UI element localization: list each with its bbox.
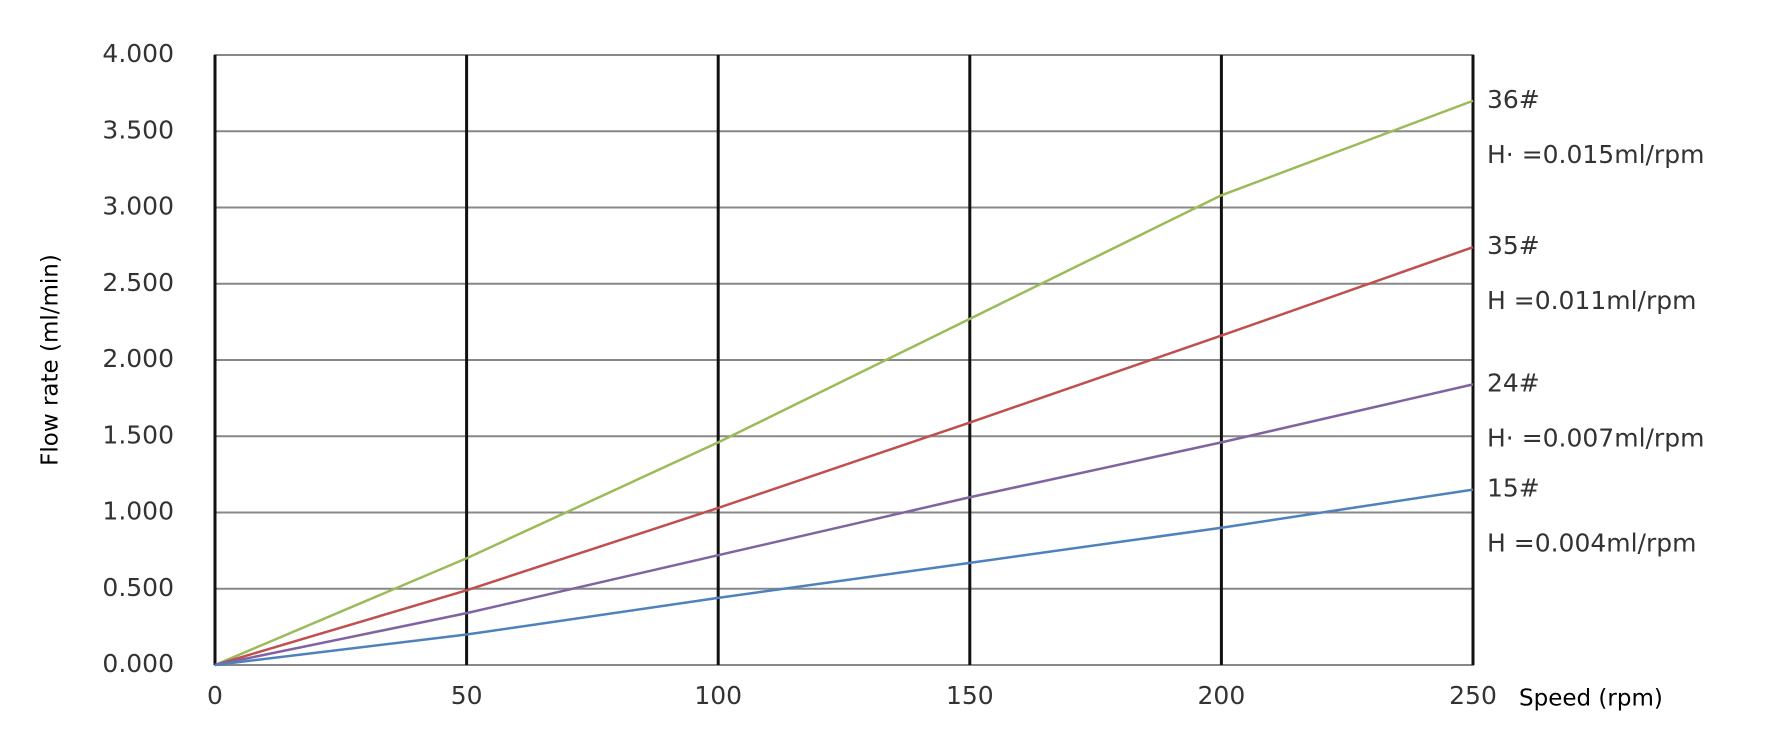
y-tick-label: 0.000 xyxy=(102,649,174,678)
series-label: 15# xyxy=(1487,474,1540,503)
x-tick-label: 50 xyxy=(451,681,483,710)
x-tick-label: 100 xyxy=(694,681,742,710)
y-tick-label: 0.500 xyxy=(102,573,174,602)
series-annotation: H =0.011ml/rpm xyxy=(1487,286,1697,315)
series-annotation: H =0.004ml/rpm xyxy=(1487,529,1697,558)
x-tick-label: 200 xyxy=(1198,681,1246,710)
y-tick-label: 2.000 xyxy=(102,344,174,373)
x-tick-label: 0 xyxy=(207,681,223,710)
y-tick-label: 3.500 xyxy=(102,115,174,144)
line xyxy=(214,383,1474,667)
y-tick-label: 2.500 xyxy=(102,268,174,297)
series-annotation: H· =0.015ml/rpm xyxy=(1487,140,1704,169)
line xyxy=(214,99,1474,667)
y-tick-label: 1.500 xyxy=(102,420,174,449)
y-tick-label: 1.000 xyxy=(102,497,174,526)
y-tick-label: 4.000 xyxy=(102,39,174,68)
series-label: 24# xyxy=(1487,368,1540,397)
y-axis-title: Flow rate (ml/min) xyxy=(38,254,64,466)
line xyxy=(214,488,1474,667)
series-label: 36# xyxy=(1487,85,1540,114)
x-axis-title: Speed (rpm) xyxy=(1519,686,1663,712)
y-tick-label: 3.000 xyxy=(102,192,174,221)
series-label: 35# xyxy=(1487,231,1540,260)
x-tick-label: 250 xyxy=(1449,681,1497,710)
line xyxy=(214,245,1474,667)
series-annotation: H· =0.007ml/rpm xyxy=(1487,423,1704,452)
x-tick-label: 150 xyxy=(946,681,994,710)
